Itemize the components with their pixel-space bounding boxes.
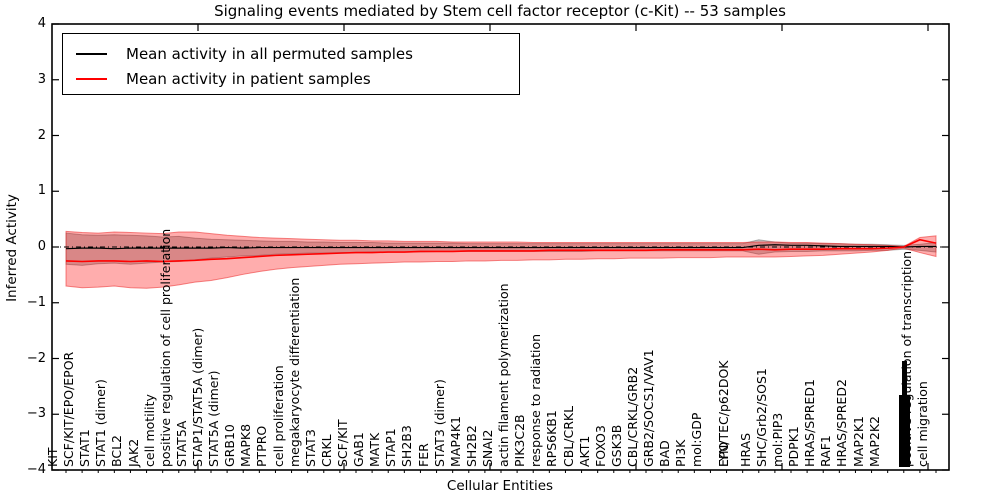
entity-label: MAP4K1 bbox=[447, 416, 463, 467]
y-tick-label: 3 bbox=[37, 71, 46, 87]
x-axis-label: Cellular Entities bbox=[446, 478, 554, 494]
entity-label: STAP1/STAT5A (dimer) bbox=[190, 327, 205, 467]
overlapping-labels-blob bbox=[901, 361, 907, 395]
permuted-mean-line bbox=[65, 244, 936, 250]
entity-label: HRAS/SPRED2 bbox=[834, 379, 850, 467]
entity-label: SH2B3 bbox=[399, 425, 415, 467]
y-tick-label: −4 bbox=[26, 462, 46, 477]
entity-label: CBL/CRKL/GRB2 bbox=[625, 366, 640, 467]
entity-label: STAT3 (dimer) bbox=[431, 379, 447, 467]
entity-label: SCF/KIT/EPO/EPOR bbox=[61, 351, 77, 467]
patient-line-swatch bbox=[76, 77, 107, 80]
patient-mean-line bbox=[65, 238, 937, 263]
y-tick-label: −2 bbox=[26, 350, 46, 366]
legend-item-permuted: Mean activity in all permuted samples bbox=[63, 41, 519, 66]
entity-label: mol:PIP3 bbox=[770, 412, 785, 467]
entity-label: SNAI2 bbox=[480, 429, 495, 467]
entity-label: cell motility bbox=[141, 394, 157, 467]
entity-label: SCF/KIT bbox=[335, 419, 350, 467]
overlapping-labels-blob bbox=[898, 395, 910, 467]
entity-label: MAP2K2 bbox=[866, 416, 882, 467]
entity-label: MATK bbox=[367, 432, 383, 467]
entity-label: CBL/CRKL bbox=[560, 405, 576, 467]
patient-band bbox=[65, 230, 937, 289]
entity-label: AKT1 bbox=[576, 435, 592, 467]
entity-label: STAT5A (dimer) bbox=[206, 370, 222, 467]
entity-label: cell proliferation bbox=[270, 365, 286, 467]
entity-label: PDPK1 bbox=[786, 426, 802, 467]
entity-label: MAP2K1 bbox=[850, 416, 866, 467]
entity-label: megakaryocyte differentiation bbox=[286, 277, 302, 467]
legend-label-patient: Mean activity in patient samples bbox=[126, 69, 371, 88]
entity-label: FOXO3 bbox=[592, 425, 608, 467]
entity-label: STAT1 bbox=[77, 429, 93, 467]
entity-label: cell migration bbox=[915, 381, 930, 467]
y-tick-label: −3 bbox=[26, 406, 46, 422]
chart-title: Signaling events mediated by Stem cell f… bbox=[214, 2, 786, 20]
legend-label-permuted: Mean activity in all permuted samples bbox=[126, 44, 413, 63]
entity-label: BAD bbox=[657, 440, 673, 467]
legend-item-patient: Mean activity in patient samples bbox=[63, 66, 519, 91]
entity-label: BCL2 bbox=[109, 434, 125, 467]
entity-label: GSK3B bbox=[608, 424, 624, 467]
y-tick-label: −1 bbox=[26, 294, 46, 310]
entity-label: CRKL bbox=[318, 434, 334, 467]
entity-label: STAT3 bbox=[302, 429, 318, 467]
entity-label: GRB2/SOCS1/VAV1 bbox=[641, 349, 657, 467]
entity-label: STAT1 (dimer) bbox=[93, 379, 109, 467]
entity-label: PI3K bbox=[673, 439, 689, 467]
entity-label: RAF1 bbox=[818, 435, 834, 467]
y-tick-label: 2 bbox=[37, 127, 46, 143]
entity-label: STAT5A bbox=[173, 420, 189, 467]
entity-label: HRAS/SPRED1 bbox=[802, 379, 818, 467]
y-tick-label: 0 bbox=[37, 239, 46, 254]
y-tick-label: 1 bbox=[37, 183, 46, 199]
entity-label: PTPRO bbox=[254, 425, 270, 467]
entity-label: FER bbox=[415, 443, 431, 467]
entity-label: mol:GDP bbox=[689, 412, 705, 467]
entity-label: RPS6KB1 bbox=[544, 410, 560, 467]
entity-label: SH2B2 bbox=[463, 425, 479, 467]
entity-label: positive regulation of cell proliferatio… bbox=[157, 228, 173, 467]
entity-label: JAK2 bbox=[125, 438, 141, 467]
y-tick-label: 4 bbox=[37, 16, 46, 31]
entity-label: HRAS bbox=[737, 432, 753, 467]
legend: Mean activity in all permuted samples Me… bbox=[62, 33, 520, 95]
entity-label: STAP1 bbox=[383, 428, 399, 467]
entity-label: PIK3C2B bbox=[512, 414, 528, 467]
entity-label: SHC/Grb2/SOS1 bbox=[753, 368, 769, 467]
permuted-line-swatch bbox=[76, 52, 107, 55]
entity-label: KIT bbox=[45, 447, 60, 467]
entity-label: GAB1 bbox=[351, 432, 367, 467]
entity-label: positive regulation of transcription bbox=[898, 251, 914, 467]
entity-label: response to radiation bbox=[528, 333, 544, 467]
entity-label: GRB10 bbox=[222, 424, 238, 467]
entity-label: MAPK8 bbox=[238, 423, 254, 467]
entity-label: LYN/TEC/p62DOK bbox=[715, 360, 731, 467]
entity-label: actin filament polymerization bbox=[496, 283, 512, 467]
